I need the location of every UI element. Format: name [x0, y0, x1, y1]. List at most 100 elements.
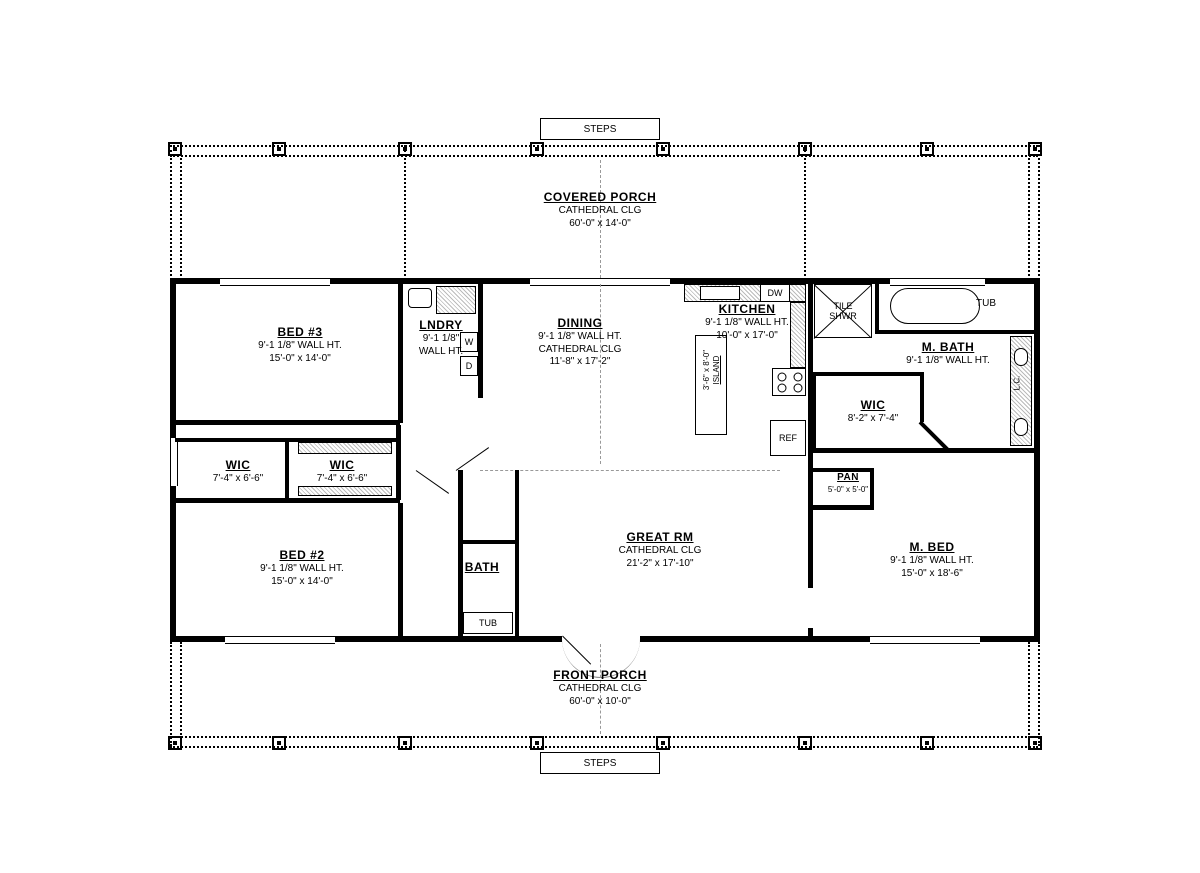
wall-mbath-bottom	[812, 448, 1036, 453]
great-dash-h	[480, 470, 780, 471]
steps-bottom-label: STEPS	[584, 758, 617, 769]
ref: REF	[770, 420, 806, 456]
lc-text: L.C.	[1012, 376, 1021, 391]
wic2-sub: 7'-4" x 6'-6"	[302, 473, 382, 486]
front-porch-left2	[180, 642, 182, 746]
porch-left-v2	[180, 145, 182, 280]
pan-sub: 5'-0" x 5'-0"	[818, 485, 878, 495]
tub-hall-label: TUB	[479, 618, 497, 628]
mbed-door	[808, 588, 813, 628]
kitchen-sub1: 9'-1 1/8" WALL HT.	[692, 317, 802, 330]
post	[656, 142, 670, 156]
sink-vanity1	[1014, 348, 1028, 366]
bath-label: BATH	[452, 560, 512, 575]
wall-mbath-below-tub	[878, 330, 1034, 334]
porch-top-beam	[170, 145, 1038, 147]
covered-porch-title: COVERED PORCH	[500, 190, 700, 205]
post	[920, 736, 934, 750]
wall-wic-mid-v	[285, 438, 289, 500]
bed2-sub2: 15'-0" x 14'-0"	[232, 576, 372, 589]
front-door-arc	[562, 600, 640, 678]
lndry-sub2: WALL HT.	[406, 346, 476, 359]
dining-title: DINING	[510, 316, 650, 331]
post	[398, 736, 412, 750]
post	[272, 736, 286, 750]
dw: DW	[760, 284, 790, 302]
covered-porch-sub2: 60'-0" x 14'-0"	[500, 218, 700, 231]
laundry-sink	[408, 288, 432, 308]
wic-shelf	[298, 442, 392, 454]
covered-porch-sub1: CATHEDRAL CLG	[500, 205, 700, 218]
mbed-sub1: 9'-1 1/8" WALL HT.	[862, 555, 1002, 568]
post	[272, 142, 286, 156]
wall-wic-master-right	[920, 372, 924, 422]
window	[890, 278, 985, 286]
porch-top-div1	[404, 145, 406, 280]
wall-wic-master-top	[812, 372, 922, 376]
post	[1028, 736, 1042, 750]
island-label: 3'-6" x 8'-0" ISLAND	[702, 330, 722, 410]
window	[220, 278, 330, 286]
mbath-sub1: 9'-1 1/8" WALL HT.	[888, 355, 1008, 368]
front-porch-right2	[1038, 642, 1040, 746]
front-porch-sub2: 60'-0" x 10'-0"	[500, 696, 700, 709]
wall-bath-right	[515, 540, 519, 638]
wall-bed2-right	[398, 503, 403, 638]
front-porch-beam	[170, 736, 1038, 738]
lndry-sub1: 9'-1 1/8"	[406, 333, 476, 346]
porch-top-div2	[804, 145, 806, 280]
bed2-label: BED #2 9'-1 1/8" WALL HT. 15'-0" x 14'-0…	[232, 548, 372, 588]
mbed-title: M. BED	[862, 540, 1002, 555]
kitchen-title: KITCHEN	[692, 302, 802, 317]
tub-master	[890, 288, 980, 324]
post	[530, 736, 544, 750]
bed3-sub1: 9'-1 1/8" WALL HT.	[230, 340, 370, 353]
steps-top-label: STEPS	[584, 124, 617, 135]
bed2-sub1: 9'-1 1/8" WALL HT.	[232, 563, 372, 576]
post	[1028, 142, 1042, 156]
wall-wic-bottom	[175, 498, 400, 503]
wall-bed3-bottom	[175, 420, 400, 425]
bifold	[456, 447, 489, 471]
dining-center-dash	[600, 284, 601, 464]
post	[798, 736, 812, 750]
front-porch-beam2	[170, 746, 1038, 748]
lc-label: L.C.	[1012, 376, 1022, 391]
tub-master-text: TUB	[976, 298, 996, 309]
sink-vanity2	[1014, 418, 1028, 436]
bifold	[416, 470, 449, 494]
post	[530, 142, 544, 156]
wall-wic-right-v	[396, 425, 401, 500]
window	[170, 438, 178, 486]
wic-master-title: WIC	[828, 398, 918, 413]
post	[798, 142, 812, 156]
steps-top: STEPS	[540, 118, 660, 140]
laundry-counter	[436, 286, 476, 314]
post	[920, 142, 934, 156]
lndry-label: LNDRY 9'-1 1/8" WALL HT.	[406, 318, 476, 358]
wall-mbath-left	[875, 284, 879, 334]
porch-right-v2	[1038, 145, 1040, 280]
dw-label: DW	[768, 288, 783, 298]
greatrm-sub1: CATHEDRAL CLG	[580, 545, 740, 558]
front-porch-title: FRONT PORCH	[500, 668, 700, 683]
wic1-sub: 7'-4" x 6'-6"	[198, 473, 278, 486]
window	[225, 636, 335, 644]
post	[398, 142, 412, 156]
porch-right-v	[1028, 145, 1030, 280]
kitchen-label: KITCHEN 9'-1 1/8" WALL HT. 10'-0" x 17'-…	[692, 302, 802, 342]
floorplan-canvas: STEPS COVERED PORCH CATHEDRAL CLG 60'-0"…	[0, 0, 1200, 873]
island-dim: 3'-6" x 8'-0"	[702, 350, 711, 390]
front-porch-label: FRONT PORCH CATHEDRAL CLG 60'-0" x 10'-0…	[500, 668, 700, 708]
lndry-title: LNDRY	[406, 318, 476, 333]
bed3-title: BED #3	[230, 325, 370, 340]
tub-hall: TUB	[463, 612, 513, 634]
wall-pan-bottom	[808, 505, 874, 510]
front-porch-right	[1028, 642, 1030, 746]
wall-wic-master-left	[812, 372, 816, 450]
dining-sub1: 9'-1 1/8" WALL HT.	[510, 331, 650, 344]
greatrm-sub2: 21'-2" x 17'-10"	[580, 558, 740, 571]
front-porch-sub1: CATHEDRAL CLG	[500, 683, 700, 696]
post	[656, 736, 670, 750]
sink	[700, 286, 740, 300]
